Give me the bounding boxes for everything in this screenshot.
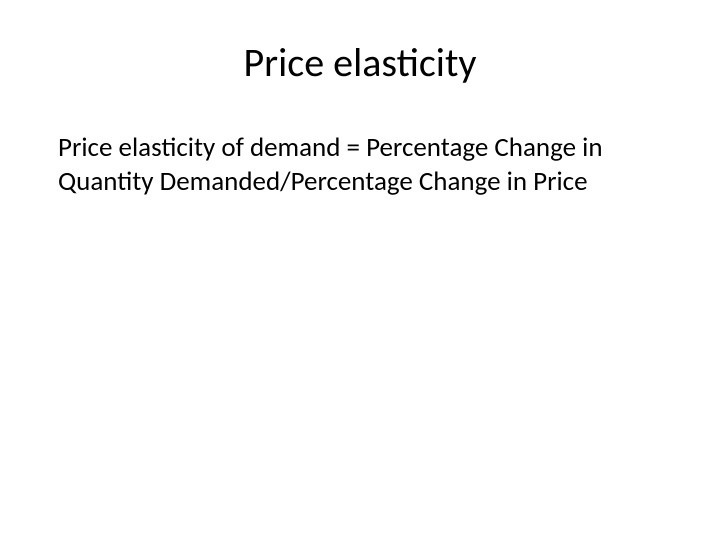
slide-title: Price elasticity [50,38,670,87]
slide-body-text: Price elasticity of demand = Percentage … [50,131,670,199]
slide-container: Price elasticity Price elasticity of dem… [0,0,720,540]
